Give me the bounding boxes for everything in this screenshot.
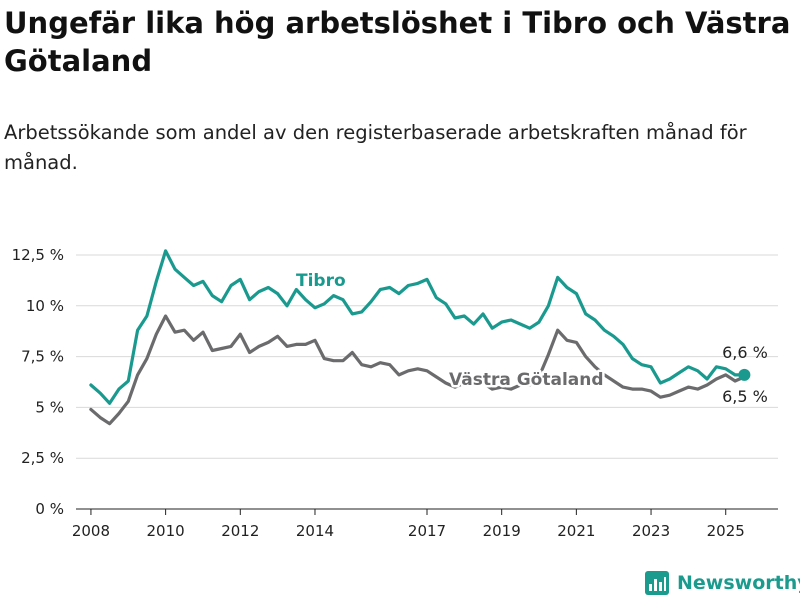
y-tick-label: 5 % [35,398,64,416]
x-tick-label: 2014 [296,522,334,540]
series-lines [89,249,751,426]
series-label-tibro: Tibro [296,271,346,291]
y-tick-label: 0 % [35,500,64,518]
end-value-label-tibro: 6,6 % [722,343,768,362]
end-value-label-vastra-gotaland: 6,5 % [722,387,768,406]
y-axis-ticks: 0 % 2,5 % 5 % 7,5 % 10 % 12,5 % [12,246,64,518]
x-tick-label: 2019 [483,522,521,540]
y-tick-label: 10 % [26,297,64,315]
series-labels: Tibro Västra Götaland 6,6 % 6,5 % [294,269,768,407]
series-line-tibro [89,249,746,405]
x-tick-label: 2025 [707,522,745,540]
chart-title: Ungefär lika hög arbetslöshet i Tibro oc… [4,6,791,78]
brand-name: Newsworthy [677,572,800,594]
x-axis-ticks: 2008 2010 2012 2014 2017 2019 2021 2023 2025 [72,509,745,540]
series-label-vastra-gotaland: Västra Götaland [449,370,604,390]
newsworthy-logo: Newsworthy [645,568,800,598]
bar-chart-icon [645,571,669,595]
series-line-vastra-gotaland [89,314,746,426]
y-tick-label: 12,5 % [12,246,64,264]
x-tick-label: 2023 [632,522,670,540]
x-tick-label: 2017 [408,522,446,540]
x-tick-label: 2021 [557,522,595,540]
tibro-end-point [738,368,751,381]
y-tick-label: 7,5 % [21,348,64,366]
gridlines [76,254,778,510]
x-tick-label: 2010 [147,522,185,540]
y-tick-label: 2,5 % [21,449,64,467]
x-tick-label: 2012 [221,522,259,540]
x-tick-label: 2008 [72,522,110,540]
chart-subtitle: Arbetssökande som andel av den registerb… [4,121,747,174]
